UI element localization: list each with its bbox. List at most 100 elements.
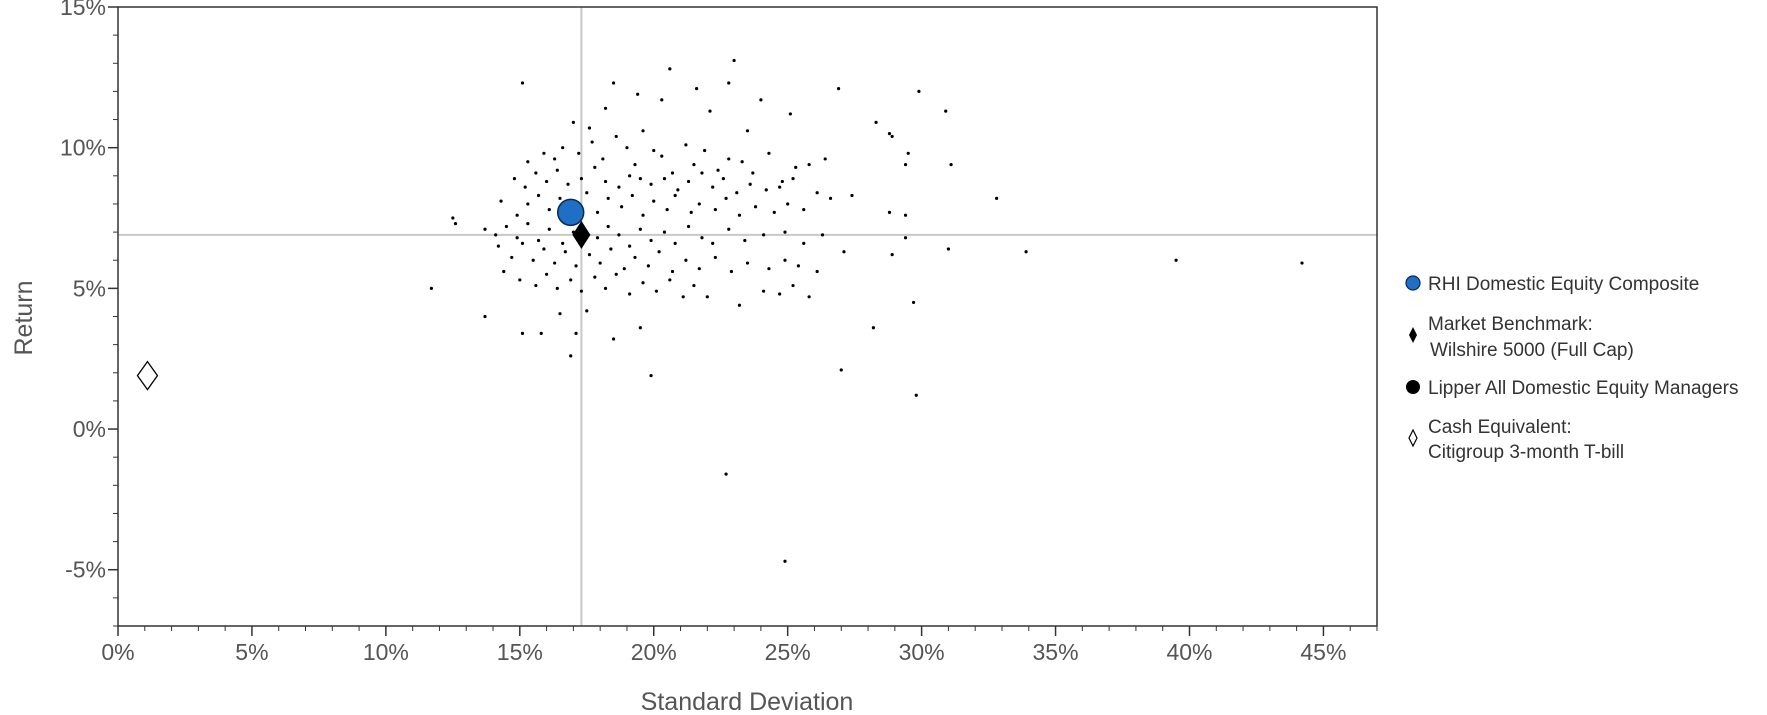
manager-point bbox=[705, 295, 709, 299]
manager-point bbox=[595, 210, 600, 214]
manager-point bbox=[609, 247, 613, 251]
manager-point bbox=[590, 140, 594, 144]
manager-point bbox=[668, 67, 672, 71]
manager-point bbox=[544, 272, 549, 276]
manager-point bbox=[802, 241, 806, 245]
x-tick-label: 5% bbox=[235, 639, 268, 665]
manager-point bbox=[786, 202, 790, 206]
manager-point bbox=[911, 300, 916, 305]
x-tick-label: 40% bbox=[1166, 639, 1212, 665]
manager-point bbox=[791, 283, 795, 288]
manager-point bbox=[539, 331, 543, 335]
legend-managers-label: Lipper All Domestic Equity Managers bbox=[1428, 378, 1738, 399]
manager-point bbox=[547, 227, 551, 231]
x-tick-label: 45% bbox=[1300, 639, 1346, 665]
manager-point bbox=[727, 227, 731, 231]
manager-point bbox=[740, 160, 744, 164]
manager-point bbox=[630, 193, 634, 198]
manager-point bbox=[606, 224, 610, 229]
manager-point bbox=[802, 207, 806, 212]
manager-point bbox=[652, 148, 656, 153]
manager-point bbox=[569, 278, 573, 282]
legend-item-benchmark: Market Benchmark: Wilshire 5000 (Full Ca… bbox=[1409, 314, 1634, 361]
manager-point bbox=[496, 244, 500, 248]
manager-point bbox=[724, 196, 728, 200]
manager-point bbox=[791, 177, 795, 181]
manager-point bbox=[903, 213, 908, 217]
manager-point bbox=[914, 393, 918, 397]
manager-point bbox=[778, 185, 782, 189]
x-tick-label: 15% bbox=[497, 639, 543, 665]
manager-point bbox=[515, 213, 519, 217]
manager-point bbox=[673, 193, 677, 198]
manager-point bbox=[536, 193, 541, 198]
manager-point bbox=[512, 177, 517, 181]
manager-point bbox=[601, 157, 605, 161]
manager-point bbox=[759, 98, 763, 102]
manager-point bbox=[946, 247, 951, 251]
manager-point bbox=[903, 162, 908, 167]
manager-point bbox=[520, 81, 525, 85]
manager-point bbox=[606, 196, 610, 200]
composite-point bbox=[556, 198, 585, 227]
manager-point bbox=[574, 264, 578, 268]
manager-point bbox=[598, 261, 602, 265]
manager-point bbox=[751, 171, 755, 175]
manager-point bbox=[684, 143, 688, 147]
y-tick-label: 15% bbox=[60, 0, 106, 20]
manager-point bbox=[700, 236, 704, 240]
manager-point bbox=[681, 295, 685, 299]
manager-point bbox=[815, 269, 819, 274]
manager-point bbox=[603, 106, 608, 110]
legend-cash-label-line1: Cash Equivalent: bbox=[1428, 417, 1572, 438]
manager-point bbox=[807, 295, 811, 299]
manager-point bbox=[788, 112, 792, 116]
manager-point bbox=[531, 258, 535, 262]
manager-point bbox=[649, 238, 653, 243]
manager-point bbox=[585, 309, 589, 313]
manager-point bbox=[729, 269, 734, 274]
manager-point bbox=[649, 373, 653, 378]
manager-point bbox=[1174, 258, 1178, 262]
manager-point bbox=[828, 196, 833, 200]
manager-point bbox=[887, 210, 892, 214]
y-tick-label: -5% bbox=[65, 557, 106, 583]
manager-point bbox=[842, 250, 846, 254]
manager-point bbox=[649, 182, 653, 186]
manager-point bbox=[670, 171, 675, 175]
x-axis-title: Standard Deviation bbox=[641, 688, 854, 715]
manager-point bbox=[569, 354, 573, 358]
manager-point bbox=[761, 233, 766, 237]
manager-point bbox=[593, 165, 597, 169]
manager-point bbox=[628, 174, 632, 178]
manager-point bbox=[617, 233, 621, 237]
manager-point bbox=[807, 162, 811, 167]
manager-point bbox=[561, 241, 565, 245]
benchmark-point bbox=[572, 220, 591, 249]
manager-point bbox=[555, 168, 559, 172]
legend-item-cash: Cash Equivalent: Citigroup 3-month T-bil… bbox=[1408, 417, 1624, 463]
manager-point bbox=[593, 275, 597, 279]
manager-point bbox=[764, 188, 768, 192]
manager-point bbox=[874, 120, 878, 124]
manager-point bbox=[906, 151, 910, 155]
manager-point bbox=[633, 162, 637, 167]
manager-point bbox=[542, 247, 546, 251]
manager-point bbox=[453, 222, 458, 226]
manager-point bbox=[871, 326, 876, 330]
legend-managers-marker bbox=[1406, 380, 1420, 394]
manager-point bbox=[727, 157, 731, 161]
manager-point bbox=[692, 162, 696, 167]
manager-point bbox=[735, 191, 739, 195]
x-tick-label: 20% bbox=[631, 639, 677, 665]
manager-point bbox=[780, 179, 784, 184]
manager-point bbox=[611, 81, 616, 85]
manager-point bbox=[654, 289, 659, 293]
manager-point bbox=[660, 154, 664, 158]
manager-point bbox=[603, 286, 608, 290]
x-tick-label: 0% bbox=[101, 639, 134, 665]
manager-point bbox=[510, 255, 514, 260]
legend-item-managers: Lipper All Domestic Equity Managers bbox=[1406, 378, 1738, 399]
manager-point bbox=[692, 283, 696, 288]
manager-point bbox=[783, 559, 787, 563]
